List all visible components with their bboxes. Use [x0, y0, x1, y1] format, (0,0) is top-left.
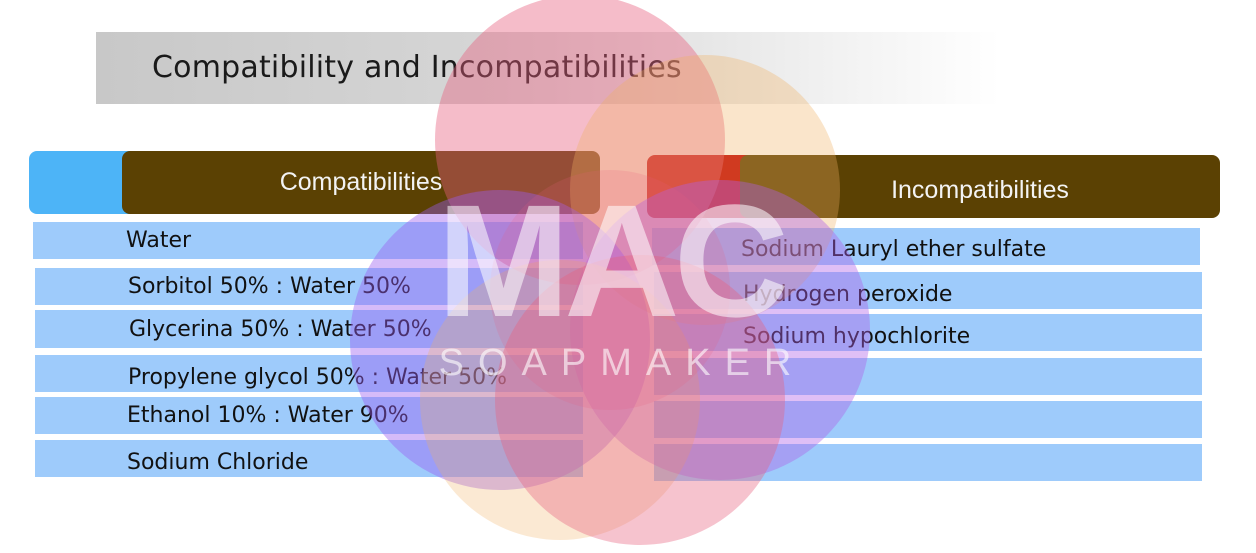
incompat-row-4: [654, 358, 1202, 395]
incompat-row-6: [654, 444, 1202, 481]
compatibilities-header: Compatibilities: [122, 151, 600, 214]
compat-row-4: Propylene glycol 50% : Water 50%: [35, 355, 583, 392]
compat-row-1: Water: [33, 222, 583, 259]
compat-item-label: Sorbitol 50% : Water 50%: [128, 274, 411, 299]
compat-item-label: Glycerina 50% : Water 50%: [129, 316, 432, 342]
compat-item-label: Water: [126, 228, 192, 253]
incompatibilities-header-label: Incompatibilities: [891, 176, 1069, 204]
compat-row-5: Ethanol 10% : Water 90%: [35, 397, 583, 434]
incompat-row-5: [654, 401, 1202, 438]
compat-item-label: Ethanol 10% : Water 90%: [127, 403, 409, 428]
incompat-row-2: Hydrogen peroxide: [654, 272, 1202, 309]
incompat-item-label: Sodium Lauryl ether sulfate: [741, 237, 1047, 262]
title-bar: Compatibility and Incompatibilities: [96, 32, 1000, 104]
compat-item-label: Sodium Chloride: [127, 450, 309, 475]
compat-row-6: Sodium Chloride: [35, 440, 583, 477]
incompat-row-1: Sodium Lauryl ether sulfate: [652, 228, 1200, 265]
incompat-item-label: Hydrogen peroxide: [743, 282, 953, 307]
compat-row-3: Glycerina 50% : Water 50%: [35, 310, 583, 348]
page-title: Compatibility and Incompatibilities: [152, 50, 682, 85]
compat-row-2: Sorbitol 50% : Water 50%: [35, 268, 583, 305]
incompat-row-3: Sodium hypochlorite: [654, 314, 1202, 351]
compat-item-label: Propylene glycol 50% : Water 50%: [128, 365, 507, 390]
incompatibilities-header: Incompatibilities: [740, 155, 1220, 218]
compatibilities-header-label: Compatibilities: [279, 168, 443, 196]
incompat-item-label: Sodium hypochlorite: [743, 324, 971, 349]
